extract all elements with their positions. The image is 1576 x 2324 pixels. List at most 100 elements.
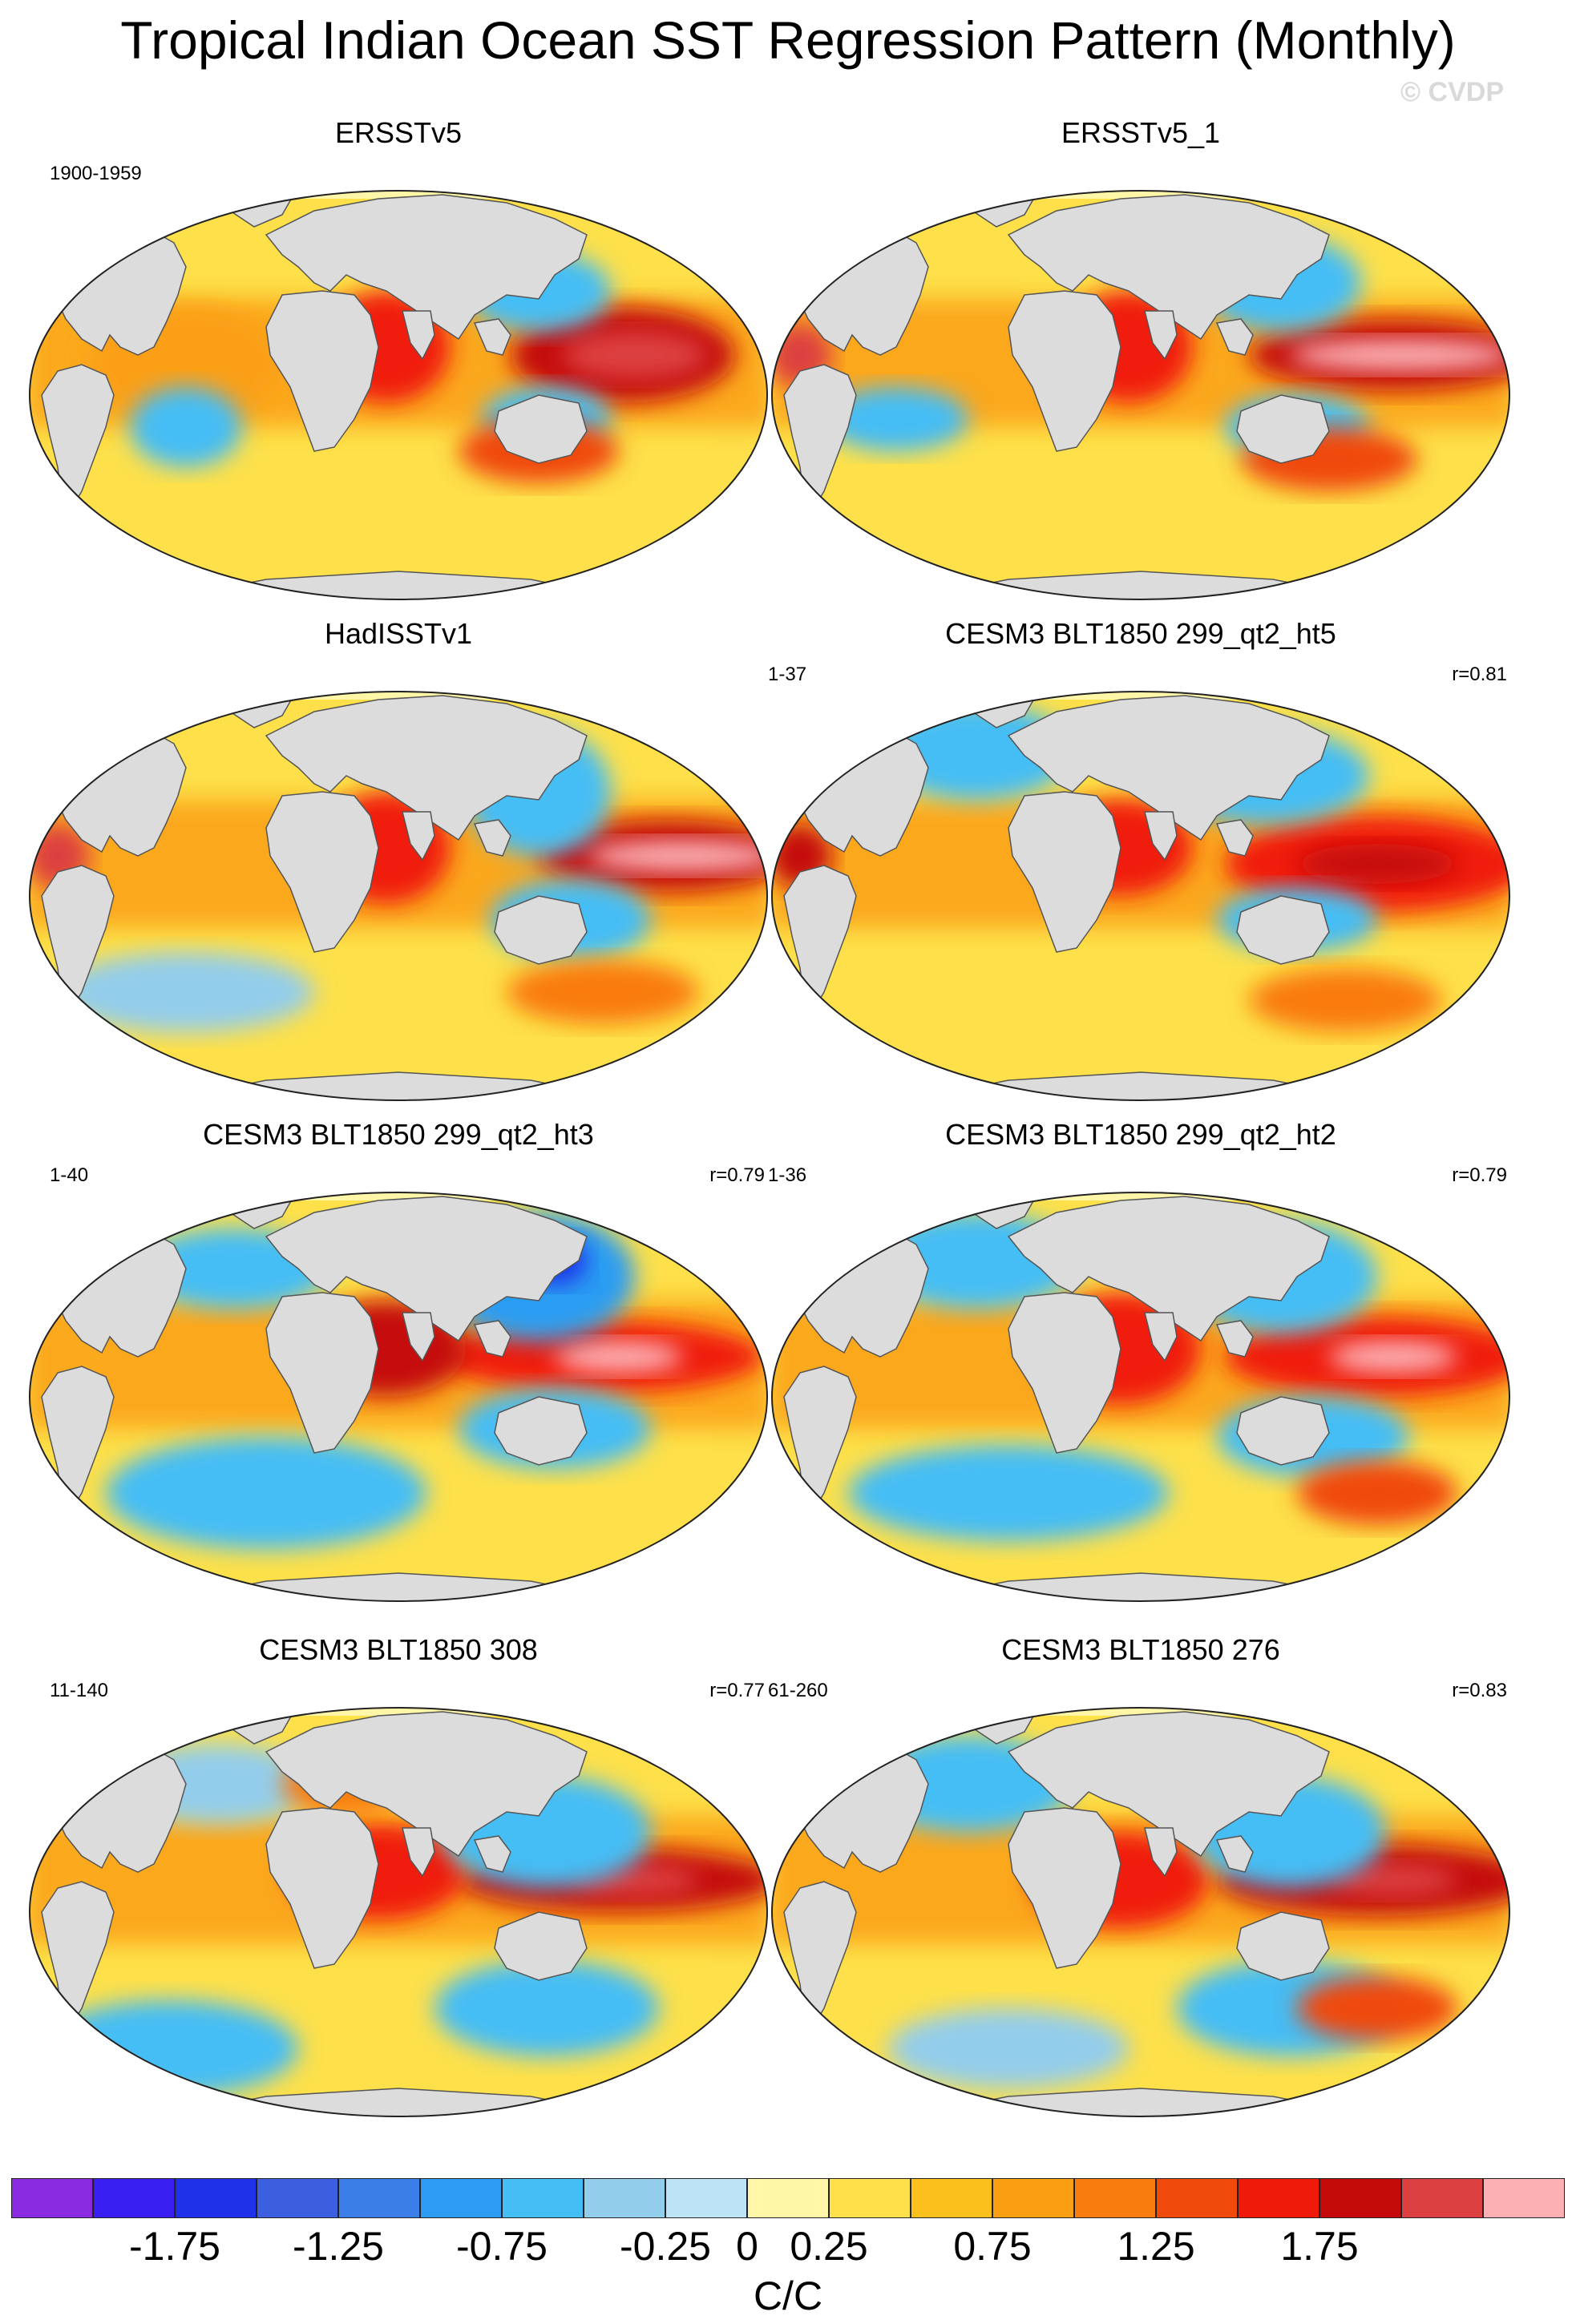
panel-pattern-correlation: r=0.83 <box>1452 1680 1507 1701</box>
panel-title: CESM3 BLT1850 308 <box>259 1633 538 1666</box>
sst-anomaly-patch <box>434 1960 659 2056</box>
page-title: Tropical Indian Ocean SST Regression Pat… <box>120 10 1456 70</box>
colorbar-swatch <box>1483 2178 1565 2218</box>
panel-years: 1-37 <box>768 664 807 685</box>
land-india <box>402 1312 435 1362</box>
arctic-field <box>772 692 1509 700</box>
colorbar-swatch <box>1401 2178 1483 2218</box>
colorbar-swatch <box>257 2178 338 2218</box>
colorbar-swatch <box>11 2178 93 2218</box>
map-panel: CESM3 BLT1850 299_qt2_ht2 1-36 r=0.79 <box>768 1118 1513 1647</box>
arctic-field <box>30 1192 767 1200</box>
sst-anomaly-patch <box>106 1437 426 1549</box>
panel-pattern-correlation: r=0.79 <box>709 1164 765 1186</box>
panel-title: HadISSTv1 <box>324 617 473 650</box>
map-panel: CESM3 BLT1850 299_qt2_ht5 1-37 r=0.81 <box>768 617 1513 1146</box>
land-eurasia <box>1007 194 1330 341</box>
land-africa <box>265 1807 379 1969</box>
colorbar-swatch <box>747 2178 829 2218</box>
sst-anomaly-patch <box>1297 1461 1457 1525</box>
land-india <box>402 310 435 361</box>
land-seasia <box>473 1835 511 1873</box>
sst-anomaly-patch <box>58 952 314 1032</box>
colorbar-tick-label: 1.75 <box>1280 2224 1359 2269</box>
land-seasia <box>473 318 511 356</box>
land-australia <box>1236 1396 1330 1466</box>
land-seasia <box>1215 1320 1254 1358</box>
land-africa <box>1008 290 1121 452</box>
panel-years: 1-36 <box>768 1164 807 1186</box>
colorbar-units: C/C <box>753 2274 823 2318</box>
land-eurasia <box>1007 1196 1330 1342</box>
map-panel: ERSSTv5 1900-1959 <box>26 116 771 645</box>
land-seasia <box>1215 819 1254 857</box>
map-panel: CESM3 BLT1850 308 11-140 r=0.77 <box>26 1633 771 2162</box>
land-eurasia <box>1007 695 1330 841</box>
land-africa <box>1008 791 1121 953</box>
land-eurasia <box>265 1711 588 1858</box>
colorbar-swatch <box>1156 2178 1238 2218</box>
land-seasia <box>1215 318 1254 356</box>
sst-anomaly-patch <box>1297 844 1457 884</box>
colorbar-tick-label: 1.25 <box>1117 2224 1195 2269</box>
colorbar-swatch <box>1319 2178 1401 2218</box>
land-seasia <box>1215 1835 1254 1873</box>
arctic-field <box>772 1192 1509 1200</box>
panel-pattern-correlation: r=0.77 <box>709 1680 765 1701</box>
colorbar-swatch <box>829 2178 911 2218</box>
sst-anomaly-patch <box>555 1341 683 1373</box>
land-seasia <box>473 1320 511 1358</box>
sst-anomaly-patch <box>1297 1976 1457 2040</box>
land-eurasia <box>265 1196 588 1342</box>
arctic-field <box>30 191 767 199</box>
sst-anomaly-patch <box>587 840 767 872</box>
colorbar-swatch <box>502 2178 584 2218</box>
colorbar-swatch <box>93 2178 175 2218</box>
land-eurasia <box>265 194 588 341</box>
land-india <box>402 811 435 861</box>
panel-title: CESM3 BLT1850 299_qt2_ht5 <box>945 617 1336 650</box>
colorbar-swatch <box>175 2178 257 2218</box>
panel-title: CESM3 BLT1850 299_qt2_ht3 <box>203 1118 594 1151</box>
panel-title: ERSSTv5 <box>334 116 463 149</box>
map-panel: HadISSTv1 <box>26 617 771 1146</box>
sst-anomaly-patch <box>1329 1341 1457 1373</box>
land-india <box>1144 310 1178 361</box>
map-outline <box>771 190 1510 600</box>
sst-anomaly-patch <box>888 2008 1129 2088</box>
map-panel: CESM3 BLT1850 299_qt2_ht3 1-40 r=0.79 <box>26 1118 771 1647</box>
land-antarctica <box>143 1572 653 1601</box>
colorbar-tick-label: -0.25 <box>620 2224 711 2269</box>
land-africa <box>265 791 379 953</box>
panel-years: 1900-1959 <box>50 163 142 184</box>
arctic-field <box>772 191 1509 199</box>
colorbar-swatch <box>1074 2178 1156 2218</box>
arctic-field <box>772 1708 1509 1716</box>
colorbar-swatch <box>420 2178 502 2218</box>
world-map <box>771 691 1510 1101</box>
map-outline <box>771 1192 1510 1602</box>
map-panel: CESM3 BLT1850 276 61-260 r=0.83 <box>768 1633 1513 2162</box>
panel-title: ERSSTv5_1 <box>1061 116 1221 149</box>
panel-title: CESM3 BLT1850 299_qt2_ht2 <box>945 1118 1336 1151</box>
colorbar-swatch <box>992 2178 1074 2218</box>
land-antarctica <box>886 2088 1396 2116</box>
map-outline <box>29 1192 768 1602</box>
panel-pattern-correlation: r=0.81 <box>1452 664 1507 685</box>
land-australia <box>494 1396 588 1466</box>
colorbar-swatch <box>338 2178 420 2218</box>
map-outline <box>29 190 768 600</box>
arctic-field <box>30 1708 767 1716</box>
map-outline <box>771 1707 1510 2117</box>
world-map <box>29 1707 768 2117</box>
land-india <box>1144 1827 1178 1878</box>
arctic-field <box>30 692 767 700</box>
colorbar-tick-label: 0.25 <box>790 2224 868 2269</box>
land-africa <box>265 1292 379 1454</box>
watermark: © CVDP <box>1400 77 1504 107</box>
map-panel: ERSSTv5_1 <box>768 116 1513 645</box>
map-outline <box>771 691 1510 1101</box>
land-seasia <box>473 819 511 857</box>
world-map <box>29 190 768 600</box>
land-australia <box>1236 1911 1330 1981</box>
